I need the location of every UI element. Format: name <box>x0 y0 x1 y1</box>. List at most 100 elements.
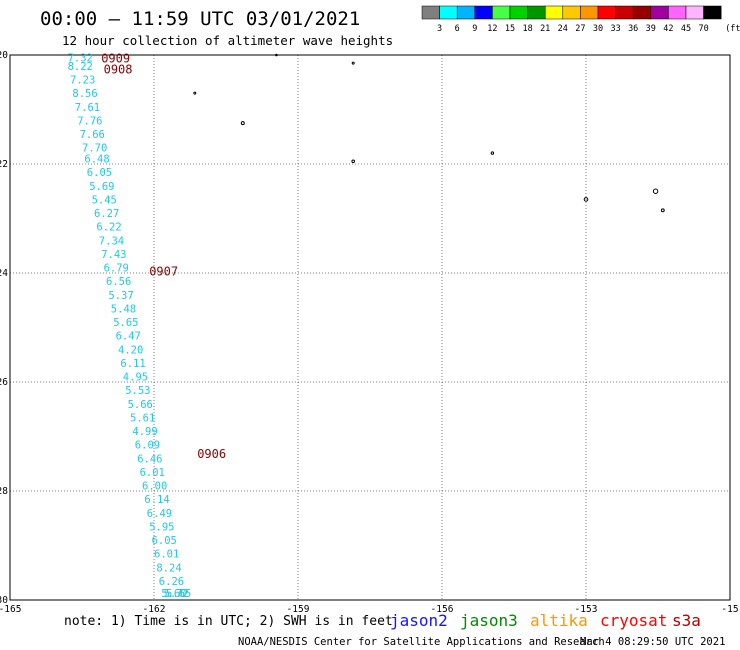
swh-point-label: 6.05 <box>87 167 112 179</box>
timestamp-text: Mar 4 08:29:50 UTC 2021 <box>580 636 725 648</box>
satellite-legend-cryosat: cryosat <box>600 611 667 630</box>
colorbar-swatch <box>632 5 652 20</box>
swh-point-label: 4.95 <box>123 372 148 384</box>
island-outline <box>351 159 356 164</box>
colorbar-label: 33 <box>610 24 620 34</box>
island-outline <box>193 91 197 95</box>
swh-point-label: 5.48 <box>111 303 136 315</box>
colorbar-swatch <box>474 5 493 20</box>
swh-point-label: 7.66 <box>80 129 105 141</box>
satellite-legend-altika: altika <box>530 611 588 630</box>
colorbar-swatch <box>703 5 722 20</box>
y-tick-labels: -20 -22 -24 -26 -28 -30 <box>0 50 8 606</box>
colorbar-swatch <box>650 5 669 20</box>
island-outline <box>275 53 278 57</box>
credit-text: NOAA/NESDIS Center for Satellite Applica… <box>238 636 605 648</box>
swh-point-label: 6.05 <box>152 535 177 547</box>
pass-time-label: 0907 <box>149 264 178 278</box>
swh-point-label: 6.46 <box>137 453 162 465</box>
swh-point-label: 5.60 <box>161 588 186 600</box>
colorbar-label: 30 <box>593 24 603 34</box>
y-tick-label: -20 <box>0 50 8 61</box>
colorbar-swatch <box>668 5 687 20</box>
swh-point-label: 6.56 <box>106 276 131 288</box>
swh-point-label: 6.47 <box>116 331 141 343</box>
colorbar-label: 12 <box>487 24 497 34</box>
x-tick-label: -153 <box>575 604 598 615</box>
y-tick-label: -30 <box>0 595 8 606</box>
island-outlines <box>193 53 665 213</box>
swh-point-label: 7.23 <box>70 75 95 87</box>
swh-point-label: 7.34 <box>99 235 124 247</box>
colorbar-label: 36 <box>628 24 638 34</box>
swh-point-label: 6.79 <box>104 263 129 275</box>
island-outline <box>660 208 665 213</box>
colorbar-swatch <box>509 5 528 20</box>
swh-point-label: 6.11 <box>120 358 145 370</box>
swh-point-label: 6.22 <box>96 222 121 234</box>
colorbar-swatch <box>544 5 564 20</box>
swh-point-label: 5.69 <box>89 181 114 193</box>
satellite-legend-s3a: s3a <box>672 611 701 630</box>
colorbar-label: 3 <box>437 24 442 34</box>
colorbar-label: 45 <box>681 24 691 34</box>
colorbar-swatch <box>597 5 616 20</box>
colorbar-label: 21 <box>540 24 550 34</box>
pass-time-label: 0909 <box>101 52 130 66</box>
colorbar-label: 15 <box>505 24 515 34</box>
swh-point-label: 7.43 <box>101 249 126 261</box>
colorbar-label: 18 <box>522 24 532 34</box>
island-outline <box>490 151 495 155</box>
swh-point-label: 5.45 <box>92 194 117 206</box>
swh-point-label: 5.72 <box>164 588 189 600</box>
swh-point-label: 6.26 <box>159 576 184 588</box>
swh-point-label: 8.22 <box>68 61 93 73</box>
swh-point-label: 4.20 <box>118 344 143 356</box>
colorbar-swatch <box>492 5 511 20</box>
swh-point-label: 6.00 <box>142 481 167 493</box>
swh-point-label: 5.65 <box>166 588 191 600</box>
satellite-legend-jason2: jason2 <box>390 611 448 630</box>
pass-time-label: 0906 <box>197 447 226 461</box>
colorbar-unit: (ft) <box>725 24 740 34</box>
y-tick-label: -26 <box>0 377 8 388</box>
pass-time-label: 0908 <box>104 63 133 77</box>
colorbar-swatch <box>562 5 581 20</box>
chart-subtitle: 12 hour collection of altimeter wave hei… <box>62 33 393 48</box>
grid-lines <box>9 54 731 601</box>
x-tick-label: -162 <box>143 604 166 615</box>
y-tick-label: -28 <box>0 486 8 497</box>
colorbar-label: 42 <box>663 24 673 34</box>
island-outline <box>240 121 245 126</box>
colorbar-swatch <box>456 5 476 20</box>
swh-point-label: 5.66 <box>128 399 153 411</box>
swh-point-label: 6.27 <box>94 208 119 220</box>
swh-labels: 7.328.227.238.567.617.767.667.706.486.05… <box>68 53 192 600</box>
swh-point-label: 6.14 <box>144 494 169 506</box>
swh-point-label: 5.61 <box>130 412 155 424</box>
x-tick-label: -156 <box>431 604 454 615</box>
swh-point-label: 6.49 <box>147 508 172 520</box>
swh-point-label: 6.09 <box>135 440 160 452</box>
colorbar-swatch <box>421 5 440 20</box>
swh-point-label: 7.76 <box>77 115 102 127</box>
colorbar-label: 27 <box>575 24 585 34</box>
swh-point-label: 8.56 <box>72 88 97 100</box>
colorbar-swatch <box>685 5 704 20</box>
colorbar-swatch <box>527 5 546 20</box>
swh-point-label: 8.24 <box>156 562 181 574</box>
x-tick-label: -159 <box>287 604 310 615</box>
colorbar-label: 24 <box>558 24 568 34</box>
y-tick-label: -24 <box>0 268 8 279</box>
island-outline <box>351 61 355 65</box>
swh-point-label: 6.01 <box>154 549 179 561</box>
x-tick-labels: -165 -162 -159 -156 -153 -15 <box>0 604 739 615</box>
y-tick-label: -22 <box>0 159 8 170</box>
satellite-legend-jason3: jason3 <box>460 611 518 630</box>
swh-point-label: 5.65 <box>113 317 138 329</box>
colorbar-label: 6 <box>455 24 460 34</box>
swh-point-label: 7.61 <box>75 102 100 114</box>
swh-point-label: 5.53 <box>125 385 150 397</box>
